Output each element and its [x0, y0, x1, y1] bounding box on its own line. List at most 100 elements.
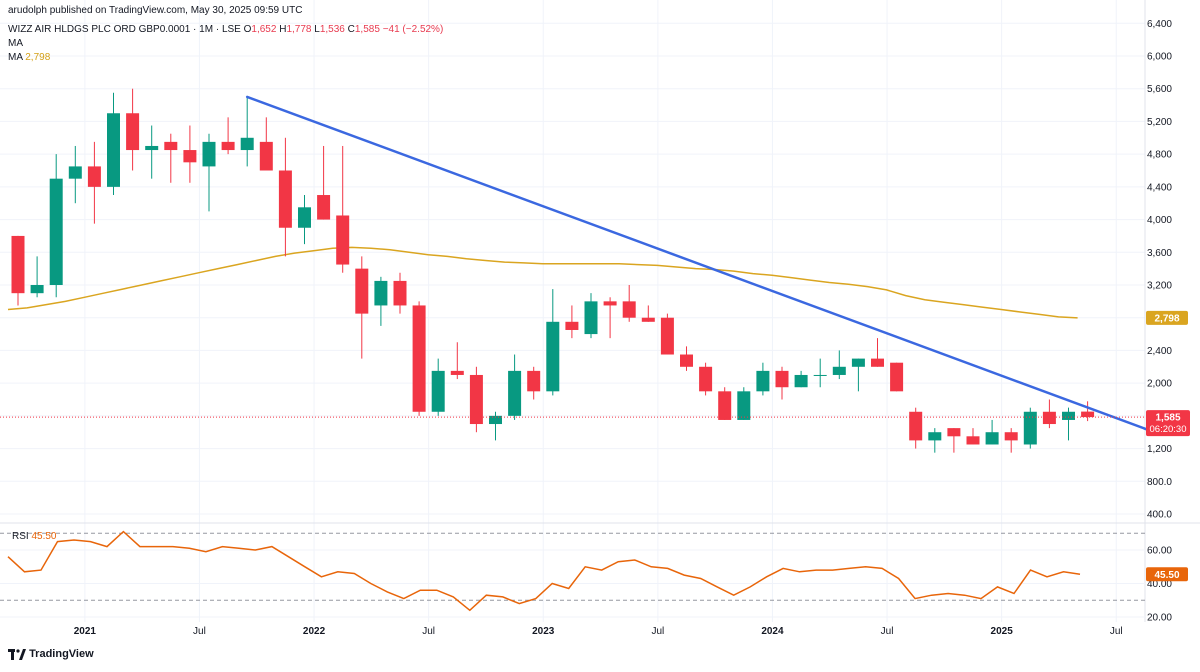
time-tick-label: 2025: [991, 626, 1014, 637]
candle-up: [737, 391, 751, 420]
candle-down: [317, 195, 331, 220]
moving-average-line: [7, 246, 1078, 319]
time-tick-label: Jul: [651, 626, 664, 637]
candle-up: [489, 415, 502, 425]
candle-up: [508, 370, 522, 416]
rsi-value: 45.50: [31, 531, 57, 542]
time-tick-label: 2024: [761, 626, 784, 637]
ma-price-badge-label: 2,798: [1154, 313, 1179, 324]
candle-down: [412, 305, 426, 412]
ma1-label: MA: [8, 38, 23, 49]
candle-down: [221, 141, 235, 151]
low-label: L: [314, 24, 320, 35]
candle-up: [431, 370, 445, 412]
high-value: 1,778: [286, 24, 312, 35]
candle-down: [393, 280, 407, 306]
candle-down: [278, 170, 292, 228]
footer-brand: TradingView: [29, 648, 94, 660]
tradingview-footer[interactable]: TradingView: [8, 648, 94, 660]
candle-up: [832, 366, 846, 375]
candle-up: [68, 166, 82, 179]
candle-up: [240, 137, 254, 151]
candle-up: [107, 113, 120, 187]
candle-up: [298, 207, 311, 228]
candle-up: [794, 374, 808, 388]
ma2-legend[interactable]: MA 2,798: [8, 52, 50, 63]
ma2-label: MA: [8, 52, 23, 63]
candle-up: [145, 145, 159, 151]
change-value: −41 (−2.52%): [382, 24, 444, 35]
time-tick-label: 2022: [303, 626, 326, 637]
rsi-tick-label: 60.00: [1147, 546, 1172, 557]
publisher-line: arudolph published on TradingView.com, M…: [8, 5, 303, 16]
candle-up: [813, 374, 827, 376]
price-tick-label: 3,200: [1147, 281, 1172, 292]
low-value: 1,536: [319, 24, 345, 35]
ma1-legend[interactable]: MA: [8, 38, 23, 49]
candle-down: [947, 428, 961, 437]
price-tick-label: 800.0: [1147, 477, 1172, 488]
candle-down: [1042, 411, 1056, 425]
rsi-label: RSI: [12, 531, 29, 542]
open-label: O: [243, 24, 252, 35]
candle-up: [202, 141, 216, 167]
open-value: 1,652: [251, 24, 277, 35]
candle-up: [851, 358, 865, 367]
symbol-name[interactable]: WIZZ AIR HLDGS PLC ORD GBP0.0001 · 1M · …: [8, 24, 241, 35]
price-tick-label: 4,800: [1147, 150, 1172, 161]
candle-up: [49, 178, 63, 285]
last-price-badge-label: 1,585: [1155, 413, 1180, 424]
candle-down: [183, 150, 197, 163]
price-tick-label: 3,600: [1147, 248, 1172, 259]
candle-down: [1004, 432, 1018, 441]
candle-down: [909, 411, 923, 441]
candle-down: [126, 113, 140, 151]
last-price-badge: [1146, 410, 1190, 437]
candle-down: [469, 374, 483, 425]
candle-down: [11, 235, 25, 294]
price-tick-label: 4,000: [1147, 215, 1172, 226]
candle-up: [584, 301, 598, 335]
candle-down: [1081, 411, 1095, 418]
candle-down: [259, 141, 273, 171]
candle-down: [355, 268, 369, 314]
price-tick-label: 4,400: [1147, 182, 1172, 193]
ma2-value: 2,798: [25, 52, 51, 63]
price-tick-label: 1,200: [1147, 444, 1172, 455]
candle-up: [756, 370, 770, 392]
trend-line: [245, 95, 1156, 434]
price-tick-label: 6,400: [1147, 19, 1172, 30]
candle-down: [603, 301, 617, 306]
candle-down: [871, 358, 884, 367]
candle-down: [775, 370, 789, 388]
high-label: H: [279, 24, 287, 35]
rsi-value-badge-label: 45.50: [1154, 570, 1179, 581]
candle-down: [622, 301, 636, 318]
candle-down: [527, 370, 541, 392]
candle-down: [966, 436, 980, 445]
candle-down: [565, 321, 579, 330]
price-tick-label: 2,000: [1147, 379, 1172, 390]
price-tick-label: 5,200: [1147, 117, 1172, 128]
rsi-tick-label: 20.00: [1147, 613, 1172, 624]
price-tick-label: 400.0: [1147, 510, 1172, 521]
time-tick-label: Jul: [881, 626, 894, 637]
candle-down: [680, 354, 693, 367]
symbol-legend: WIZZ AIR HLDGS PLC ORD GBP0.0001 · 1M · …: [8, 24, 443, 35]
candle-down: [164, 141, 178, 151]
time-tick-label: 2021: [74, 626, 97, 637]
candle-down: [660, 317, 674, 355]
candle-up: [374, 280, 388, 306]
rsi-legend[interactable]: RSI 45.50: [12, 531, 56, 542]
time-tick-label: Jul: [193, 626, 206, 637]
bar-countdown-label: 06:20:30: [1150, 424, 1187, 435]
time-tick-label: Jul: [1110, 626, 1123, 637]
candle-up: [1023, 411, 1037, 445]
candle-up: [546, 321, 560, 392]
candle-down: [87, 166, 101, 187]
rsi-line: [7, 530, 1081, 612]
candle-down: [336, 215, 350, 265]
price-tick-label: 2,400: [1147, 346, 1172, 357]
